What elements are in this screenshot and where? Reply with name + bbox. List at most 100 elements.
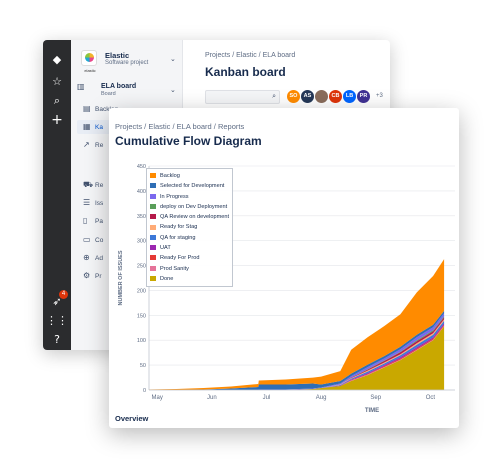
x-tick-label: Oct	[426, 395, 436, 401]
search-input[interactable]: ⌕	[205, 90, 280, 104]
kanban-main: Projects / Elastic / ELA board Kanban bo…	[193, 40, 390, 350]
series-area	[149, 326, 445, 390]
legend-label: Ready for Stag	[160, 224, 198, 231]
y-tick-label: 450	[137, 164, 146, 170]
chart-legend: Backlog Selected for Development In Progre…	[146, 168, 233, 288]
legend-swatch	[150, 193, 156, 199]
legend-swatch	[150, 183, 156, 189]
legend-label: deploy on Dev Deployment	[160, 203, 228, 210]
avatar[interactable]: PR	[356, 89, 371, 104]
project-name[interactable]: Elastic	[105, 51, 130, 60]
sidebar-item-pages[interactable]: ▯ Pa	[83, 214, 177, 228]
rocket-icon[interactable]: ➶	[52, 295, 62, 308]
legend-label: Prod Sanity	[160, 265, 189, 272]
page-title: Cumulative Flow Diagram	[115, 134, 262, 148]
releases-icon: ⛟	[83, 180, 94, 189]
star-icon[interactable]: ☆	[52, 75, 62, 88]
board-name[interactable]: ELA board	[101, 83, 137, 90]
breadcrumb[interactable]: Projects / Elastic / ELA board	[205, 52, 296, 59]
avatar[interactable]: CB	[328, 89, 343, 104]
y-tick-label: 350	[137, 214, 146, 220]
y-tick-label: 50	[140, 363, 146, 369]
search-icon: ⌕	[272, 92, 276, 100]
chevron-down-icon[interactable]: ⌄	[170, 55, 176, 63]
x-tick-label: Jul	[263, 395, 271, 401]
y-tick-label: 400	[137, 189, 146, 195]
legend-item: deploy on Dev Deployment	[150, 202, 229, 212]
legend-swatch	[150, 245, 156, 251]
y-tick-label: 250	[137, 264, 146, 270]
legend-swatch	[150, 203, 156, 209]
sidebar-item-releases[interactable]: ⛟ Re	[83, 178, 177, 192]
legend-item: QA for staging	[150, 233, 229, 243]
legend-item: QA Review on development	[150, 212, 229, 222]
y-tick-label: 200	[137, 288, 146, 294]
search-icon[interactable]: ⌕	[53, 94, 61, 107]
issues-icon: ☰	[83, 198, 91, 207]
legend-label: Selected for Development	[160, 183, 225, 190]
legend-label: UAT	[160, 245, 171, 252]
sidebar-item-backlog[interactable]: ▤ Backlog	[83, 102, 177, 116]
notification-badge: 4	[59, 290, 68, 299]
legend-label: Backlog	[160, 173, 180, 179]
legend-label: QA Review on development	[160, 214, 230, 221]
sidebar-item-reports[interactable]: ↗ Re	[83, 138, 177, 152]
avatar[interactable]: AS	[300, 89, 315, 104]
apps-grid-icon[interactable]: ⋮⋮	[46, 314, 68, 327]
sidebar-item-issues[interactable]: ☰ Iss	[83, 196, 177, 210]
sidebar-item-project-settings[interactable]: ⚙ Pr	[83, 269, 177, 283]
plus-icon[interactable]: +	[51, 112, 63, 128]
y-tick-label: 100	[137, 338, 146, 344]
x-tick-label: Aug	[316, 395, 327, 401]
sidebar-item-code[interactable]: ▭ Co	[83, 233, 177, 247]
legend-swatch	[150, 214, 156, 220]
global-navigation-rail: ◆ ☆ ⌕ + ➶ 4 ⋮⋮ ?	[43, 40, 71, 350]
y-axis-title: NUMBER OF ISSUES	[118, 250, 124, 305]
y-tick-label: 150	[137, 313, 146, 319]
elastic-logo: elastic	[81, 50, 97, 73]
x-tick-label: Sep	[370, 395, 381, 401]
project-type: Software project	[105, 60, 149, 66]
legend-item: Selected for Development	[150, 181, 229, 191]
x-tick-label: May	[152, 395, 163, 401]
board-type: Board	[101, 91, 116, 97]
legend-swatch	[150, 224, 156, 230]
avatar[interactable]: SO	[286, 89, 301, 104]
legend-item: In Progress	[150, 192, 229, 202]
cfd-report-window: Projects / Elastic / ELA board / Reports…	[109, 108, 459, 428]
legend-label: QA for staging	[160, 234, 196, 241]
overview-heading: Overview	[115, 414, 149, 423]
y-tick-label: 0	[143, 388, 146, 394]
legend-swatch	[150, 275, 156, 281]
legend-swatch	[150, 234, 156, 240]
legend-swatch	[150, 173, 156, 179]
series-area	[149, 259, 445, 390]
x-axis-title: TIME	[365, 408, 379, 414]
settings-icon: ⚙	[83, 271, 91, 280]
add-item-icon: ⊕	[83, 253, 90, 262]
more-avatars-count[interactable]: +3	[376, 93, 383, 99]
avatar[interactable]: LB	[342, 89, 357, 104]
jira-logo-icon[interactable]: ◆	[52, 53, 62, 66]
code-icon: ▭	[83, 235, 91, 244]
board-selector[interactable]: ▥	[77, 80, 171, 98]
legend-swatch	[150, 255, 156, 261]
legend-swatch	[150, 265, 156, 271]
legend-item: UAT	[150, 243, 229, 253]
legend-item: Prod Sanity	[150, 264, 229, 274]
x-tick-label: Jun	[207, 395, 217, 401]
kanban-icon: ▦	[83, 122, 91, 131]
legend-item: Backlog	[150, 171, 229, 181]
breadcrumb[interactable]: Projects / Elastic / ELA board / Reports	[115, 122, 245, 131]
avatar[interactable]	[314, 89, 329, 104]
legend-item: Done	[150, 274, 229, 284]
sidebar-item-add[interactable]: ⊕ Ad	[83, 251, 177, 265]
legend-label: In Progress	[160, 193, 189, 200]
chevron-down-icon[interactable]: ⌄	[170, 86, 176, 94]
page-title: Kanban board	[205, 65, 286, 79]
y-tick-label: 300	[137, 239, 146, 245]
legend-item: Ready for Stag	[150, 222, 229, 232]
legend-item: Ready For Prod	[150, 253, 229, 263]
help-icon[interactable]: ?	[54, 333, 60, 346]
